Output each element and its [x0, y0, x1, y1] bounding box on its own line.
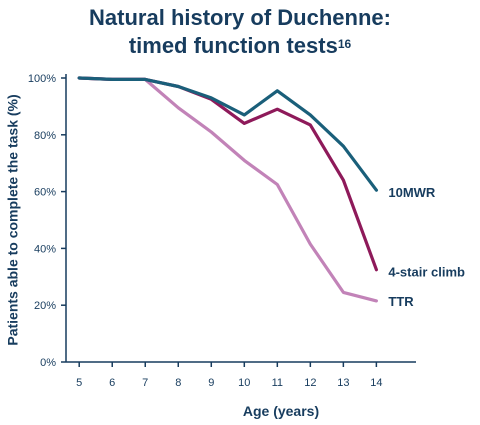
x-tick-label: 5	[76, 377, 82, 389]
x-axis-label: Age (years)	[243, 403, 319, 419]
series-label-10mwr: 10MWR	[388, 185, 436, 200]
x-tick-label: 7	[142, 377, 148, 389]
series-label-ttr: TTR	[388, 294, 414, 309]
series-label-4-stair-climb: 4-stair climb	[388, 265, 465, 280]
x-tick-label: 12	[304, 377, 316, 389]
chart-title-line2: timed function tests16	[0, 32, 480, 60]
series-lines	[77, 76, 378, 303]
x-tick-label: 10	[238, 377, 250, 389]
y-tick-label: 60%	[34, 187, 56, 199]
y-tick-label: 100%	[28, 73, 56, 85]
x-tick-label: 14	[370, 377, 382, 389]
x-tick-label: 13	[337, 377, 349, 389]
series-labels: 10MWR 4-stair climb TTR	[388, 185, 465, 309]
x-tick-label: 8	[175, 377, 181, 389]
chart-title-superscript: 16	[337, 37, 352, 51]
x-ticks: 5 6 7 8 9 10 11 12 13 14	[76, 362, 383, 389]
y-tick-label: 20%	[34, 300, 56, 312]
x-tick-label: 11	[272, 377, 283, 389]
axes	[65, 74, 416, 363]
x-tick-label: 9	[208, 377, 214, 389]
y-tick-label: 0%	[40, 357, 56, 369]
y-axis-label: Patients able to complete the task (%)	[5, 94, 21, 345]
y-tick-label: 80%	[34, 130, 56, 142]
x-tick-label: 6	[109, 377, 115, 389]
y-ticks: 0% 20% 40% 60% 80% 100%	[28, 73, 66, 369]
chart-title-line2-text: timed function tests	[128, 33, 338, 58]
chart-title: Natural history of Duchenne: timed funct…	[0, 4, 480, 60]
y-tick-label: 40%	[34, 243, 56, 255]
series-line-10mwr	[77, 76, 378, 192]
chart-title-line1: Natural history of Duchenne:	[89, 5, 391, 30]
